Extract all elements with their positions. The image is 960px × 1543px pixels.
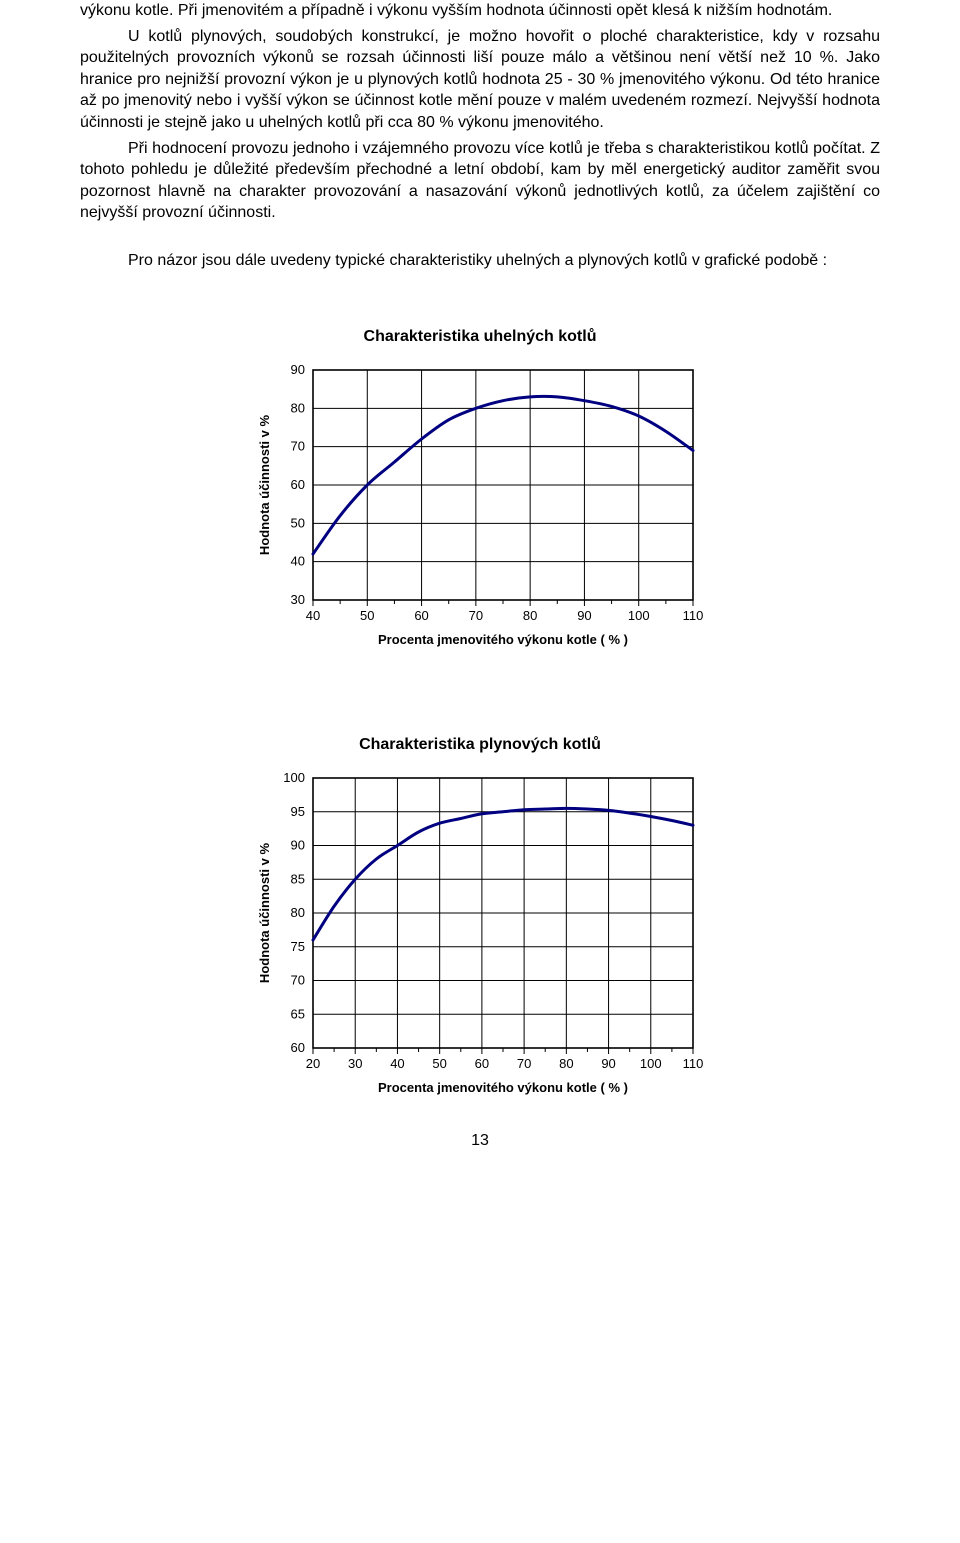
svg-text:Procenta jmenovitého výkonu ko: Procenta jmenovitého výkonu kotle ( % ) (378, 1080, 628, 1095)
chart-coal: Charakteristika uhelných kotlů 304050607… (80, 320, 880, 654)
svg-text:85: 85 (291, 871, 305, 886)
paragraph-4: Pro názor jsou dále uvedeny typické char… (80, 250, 880, 272)
svg-text:70: 70 (469, 608, 483, 623)
chart-gas-plot: 60 65 70 75 80 85 90 95 100 20 30 40 50 60 70 80 90 100 11… (251, 768, 709, 1102)
svg-text:100: 100 (283, 770, 305, 785)
svg-text:Hodnota účinnosti v %: Hodnota účinnosti v % (257, 842, 272, 983)
svg-text:30: 30 (348, 1056, 362, 1071)
paragraph-1: výkonu kotle. Při jmenovitém a případně … (80, 0, 880, 22)
svg-text:65: 65 (291, 1006, 305, 1021)
svg-text:60: 60 (291, 477, 305, 492)
svg-text:50: 50 (360, 608, 374, 623)
svg-text:40: 40 (291, 553, 305, 568)
paragraph-3: Při hodnocení provozu jednoho i vzájemné… (80, 138, 880, 224)
svg-text:50: 50 (432, 1056, 446, 1071)
svg-text:60: 60 (414, 608, 428, 623)
page: výkonu kotle. Při jmenovitém a případně … (0, 0, 960, 1190)
svg-text:50: 50 (291, 515, 305, 530)
svg-text:30: 30 (291, 592, 305, 607)
svg-text:80: 80 (523, 608, 537, 623)
paragraph-2: U kotlů plynových, soudobých konstrukcí,… (80, 26, 880, 134)
svg-text:90: 90 (291, 837, 305, 852)
svg-text:20: 20 (306, 1056, 320, 1071)
svg-text:60: 60 (475, 1056, 489, 1071)
svg-text:80: 80 (291, 905, 305, 920)
chart-coal-plot: 30405060708090405060708090100110Hodnota … (251, 360, 709, 654)
svg-text:70: 70 (291, 972, 305, 987)
svg-text:90: 90 (291, 362, 305, 377)
svg-text:95: 95 (291, 803, 305, 818)
svg-text:100: 100 (628, 608, 650, 623)
svg-text:90: 90 (601, 1056, 615, 1071)
chart-gas-title: Charakteristika plynových kotlů (359, 736, 601, 754)
svg-text:110: 110 (683, 608, 704, 623)
chart-coal-title: Charakteristika uhelných kotlů (364, 328, 597, 346)
svg-text:Hodnota účinnosti v %: Hodnota účinnosti v % (257, 414, 272, 555)
svg-text:90: 90 (577, 608, 591, 623)
svg-text:80: 80 (291, 400, 305, 415)
svg-text:100: 100 (640, 1056, 662, 1071)
svg-text:80: 80 (559, 1056, 573, 1071)
svg-text:70: 70 (517, 1056, 531, 1071)
chart-gas: Charakteristika plynových kotlů 60 65 70 75… (80, 728, 880, 1102)
svg-text:60: 60 (291, 1040, 305, 1055)
svg-text:70: 70 (291, 438, 305, 453)
svg-text:40: 40 (306, 608, 320, 623)
svg-text:75: 75 (291, 938, 305, 953)
svg-text:110: 110 (683, 1056, 704, 1071)
page-number: 13 (80, 1132, 880, 1150)
svg-text:40: 40 (390, 1056, 404, 1071)
svg-text:Procenta jmenovitého výkonu ko: Procenta jmenovitého výkonu kotle ( % ) (378, 632, 628, 647)
